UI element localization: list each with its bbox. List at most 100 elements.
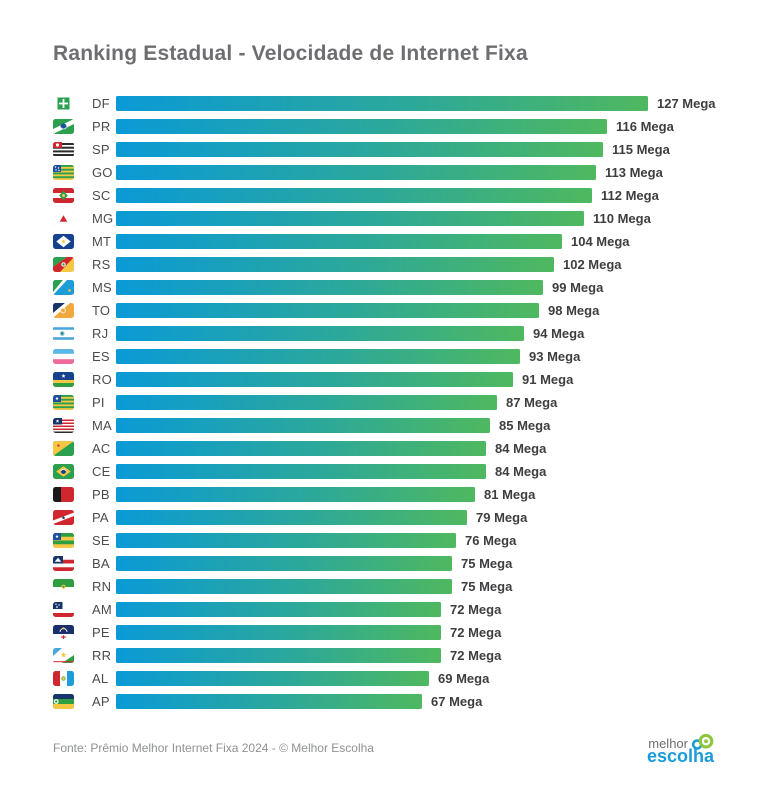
state-label: RJ	[92, 326, 109, 341]
value-label: 112 Mega	[601, 188, 659, 203]
state-label: AM	[92, 602, 112, 617]
state-label: RR	[92, 648, 112, 663]
state-label: DF	[92, 96, 110, 111]
state-label: RN	[92, 579, 112, 594]
flag-pr-icon	[53, 119, 74, 134]
flag-rr-icon	[53, 648, 74, 663]
logo-rings-icon	[691, 733, 714, 750]
chart-row-ma: MA 85 Mega	[0, 414, 765, 437]
speed-bar	[116, 671, 429, 686]
flag-ms-icon	[53, 280, 74, 295]
value-label: 116 Mega	[616, 119, 674, 134]
chart-row-rn: RN 75 Mega	[0, 575, 765, 598]
value-label: 67 Mega	[431, 694, 483, 709]
flag-pb-icon	[53, 487, 74, 502]
flag-ce-icon	[53, 464, 74, 479]
state-label: AP	[92, 694, 110, 709]
value-label: 93 Mega	[529, 349, 581, 364]
flag-to-icon	[53, 303, 74, 318]
chart-row-pe: PE 72 Mega	[0, 621, 765, 644]
speed-bar	[116, 464, 486, 479]
flag-ma-icon	[53, 418, 74, 433]
page-title: Ranking Estadual - Velocidade de Interne…	[53, 42, 528, 65]
value-label: 76 Mega	[465, 533, 517, 548]
chart-row-go: GO 113 Mega	[0, 161, 765, 184]
flag-mg-icon	[53, 211, 74, 226]
flag-pi-icon	[53, 395, 74, 410]
chart-row-sc: SC 112 Mega	[0, 184, 765, 207]
flag-es-icon	[53, 349, 74, 364]
chart-row-pi: PI 87 Mega	[0, 391, 765, 414]
chart-row-pa: PA 79 Mega	[0, 506, 765, 529]
state-label: PE	[92, 625, 110, 640]
chart-row-ro: RO 91 Mega	[0, 368, 765, 391]
chart-row-rr: RR 72 Mega	[0, 644, 765, 667]
state-label: MS	[92, 280, 112, 295]
value-label: 91 Mega	[522, 372, 574, 387]
chart-row-mg: MG 110 Mega	[0, 207, 765, 230]
state-label: PB	[92, 487, 110, 502]
logo-top-row: melhor	[648, 731, 715, 752]
state-ranking-bar-chart: DF 127 Mega PR 116 Mega SP 115 Mega GO 113 Mega…	[0, 92, 765, 713]
value-label: 115 Mega	[612, 142, 670, 157]
value-label: 99 Mega	[552, 280, 604, 295]
state-label: PR	[92, 119, 111, 134]
state-label: MT	[92, 234, 112, 249]
chart-row-rs: RS 102 Mega	[0, 253, 765, 276]
value-label: 75 Mega	[461, 556, 513, 571]
flag-am-icon	[53, 602, 74, 617]
flag-go-icon	[53, 165, 74, 180]
chart-row-es: ES 93 Mega	[0, 345, 765, 368]
state-label: RO	[92, 372, 112, 387]
flag-al-icon	[53, 671, 74, 686]
flag-pe-icon	[53, 625, 74, 640]
flag-rj-icon	[53, 326, 74, 341]
state-label: ES	[92, 349, 110, 364]
state-label: CE	[92, 464, 111, 479]
value-label: 69 Mega	[438, 671, 490, 686]
source-note: Fonte: Prêmio Melhor Internet Fixa 2024 …	[53, 740, 374, 755]
state-label: AC	[92, 441, 111, 456]
flag-se-icon	[53, 533, 74, 548]
speed-bar	[116, 188, 592, 203]
speed-bar	[116, 694, 422, 709]
flag-ba-icon	[53, 556, 74, 571]
value-label: 102 Mega	[563, 257, 622, 272]
value-label: 72 Mega	[450, 602, 502, 617]
logo-word-melhor: melhor	[648, 736, 688, 751]
value-label: 113 Mega	[605, 165, 663, 180]
state-label: MG	[92, 211, 114, 226]
chart-row-ac: AC 84 Mega	[0, 437, 765, 460]
state-label: MA	[92, 418, 112, 433]
value-label: 85 Mega	[499, 418, 551, 433]
flag-sp-icon	[53, 142, 74, 157]
state-label: GO	[92, 165, 113, 180]
speed-bar	[116, 349, 520, 364]
flag-ro-icon	[53, 372, 74, 387]
chart-row-al: AL 69 Mega	[0, 667, 765, 690]
value-label: 72 Mega	[450, 625, 502, 640]
chart-row-ba: BA 75 Mega	[0, 552, 765, 575]
logo-word-escolha: escolha	[646, 746, 714, 766]
chart-row-pr: PR 116 Mega	[0, 115, 765, 138]
speed-bar	[116, 211, 584, 226]
speed-bar	[116, 510, 467, 525]
value-label: 84 Mega	[495, 441, 547, 456]
speed-bar	[116, 579, 452, 594]
value-label: 98 Mega	[548, 303, 600, 318]
speed-bar	[116, 257, 554, 272]
value-label: 75 Mega	[461, 579, 513, 594]
state-label: PI	[92, 395, 105, 410]
speed-bar	[116, 326, 524, 341]
chart-row-pb: PB 81 Mega	[0, 483, 765, 506]
value-label: 72 Mega	[450, 648, 502, 663]
flag-rn-icon	[53, 579, 74, 594]
speed-bar	[116, 395, 497, 410]
chart-row-mt: MT 104 Mega	[0, 230, 765, 253]
chart-row-df: DF 127 Mega	[0, 92, 765, 115]
state-label: SC	[92, 188, 111, 203]
chart-row-sp: SP 115 Mega	[0, 138, 765, 161]
state-label: RS	[92, 257, 111, 272]
speed-bar	[116, 487, 475, 502]
